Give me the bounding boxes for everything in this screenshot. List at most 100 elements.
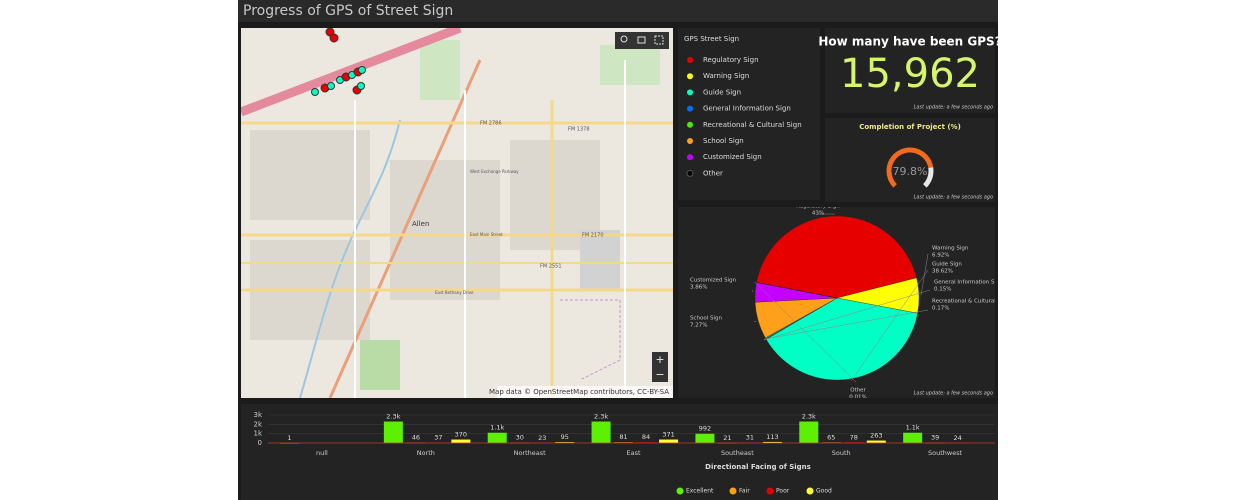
y-tick-label: 0 (258, 439, 262, 447)
bar-value-label: 65 (827, 433, 835, 441)
search-button[interactable] (620, 35, 628, 43)
residential (390, 160, 500, 300)
legend-label: Guide Sign (703, 88, 741, 96)
pie-label: Recreational & Cultural Sign (932, 299, 1010, 305)
residential (580, 230, 620, 290)
zoom-in[interactable]: + (655, 353, 664, 366)
legend-label: Customized Sign (703, 153, 762, 161)
pie-footnote: Last update: a few seconds ago (914, 391, 993, 397)
legend-label: Poor (776, 488, 790, 495)
indicator-value: 15,962 (840, 51, 980, 97)
x-tick-label: Southeast (721, 449, 754, 457)
gps-point (358, 66, 366, 74)
legend-label: Regulatory Sign (703, 56, 759, 64)
x-tick-label: Southwest (928, 449, 963, 457)
bar-value-label: 2.3k (802, 413, 816, 421)
bar (591, 421, 611, 443)
map[interactable]: Allen FM 2786 FM 1378 FM 2170 FM 2551 Ea… (241, 28, 673, 398)
map-label: East Bethany Drive (435, 290, 474, 295)
legend-swatch (729, 487, 737, 495)
bar-value-label: 31 (746, 434, 754, 442)
indicator-panel (825, 28, 995, 113)
gps-point (327, 82, 335, 90)
bar-value-label: 263 (870, 432, 882, 440)
pie-value-label: 0.01% (849, 395, 866, 401)
highway (241, 28, 462, 117)
bar-value-label: 37 (434, 434, 442, 442)
leader-line (763, 309, 929, 340)
bar (799, 421, 819, 443)
legend-swatch (676, 487, 684, 495)
pie-value-label: 6.92% (932, 253, 949, 259)
bar-value-label: 46 (412, 434, 420, 442)
bar-value-label: 84 (642, 433, 650, 441)
map-label: FM 2170 (582, 233, 604, 239)
gauge-footnote: Last update: a few seconds ago (914, 195, 993, 201)
legend-panel (678, 28, 820, 200)
bar-value-label: 95 (561, 433, 569, 441)
pie-slice (756, 282, 838, 299)
legend-label: Recreational & Cultural Sign (703, 121, 802, 129)
residential (250, 130, 370, 220)
legend-swatch (687, 121, 693, 128)
x-tick-label: null (316, 449, 328, 457)
bar-value-label: 81 (619, 433, 627, 441)
leader-line (753, 320, 757, 323)
pie-label: School Sign (690, 316, 723, 322)
legend-label: Good (816, 488, 832, 495)
legend-label: School Sign (703, 137, 744, 145)
bar-value-label: 2.3k (386, 413, 400, 421)
attribution-bg (497, 386, 673, 398)
pie-value-label: 0.17% (932, 306, 949, 312)
map-label: FM 2551 (540, 264, 562, 270)
gps-point (329, 33, 339, 43)
pie-value-label: 0.15% (934, 287, 951, 293)
indicator-footnote: Last update: a few seconds ago (914, 105, 993, 111)
legend-label: General Information Sign (703, 105, 791, 113)
bar-value-label: 2.3k (594, 413, 608, 421)
bar-value-label: 30 (516, 434, 524, 442)
map-label: Allen (412, 220, 429, 228)
legend-swatch (766, 487, 774, 495)
zoom-out[interactable]: − (655, 368, 664, 381)
home-button[interactable] (637, 36, 646, 44)
park (600, 45, 660, 85)
map-label: FM 1378 (568, 127, 590, 133)
bar-value-label: 1 (287, 434, 291, 442)
leader-line (851, 269, 929, 381)
bar-value-label: 370 (455, 431, 467, 439)
bar-value-label: 78 (850, 433, 858, 441)
bar-value-label: 1.1k (906, 424, 920, 432)
legend-swatch (687, 73, 693, 80)
pie-label: General Information Sign (934, 280, 1004, 286)
map-attribution: Map data © OpenStreetMap contributors, C… (489, 388, 669, 396)
leader-line (751, 289, 754, 293)
basemap-button[interactable] (654, 35, 664, 45)
park (420, 40, 460, 100)
pie-slice (756, 215, 917, 299)
gauge-title: Completion of Project (%) (859, 123, 961, 131)
bar (451, 439, 471, 443)
legend-swatch (687, 89, 693, 96)
pie-value-label: 3.86% (690, 285, 707, 291)
legend-label: Warning Sign (703, 72, 749, 80)
bar (762, 441, 782, 443)
gauge-arc (886, 147, 934, 188)
y-tick-label: 2k (253, 420, 262, 428)
pie-value-label: 43% (812, 211, 824, 217)
pie-label: Guide Sign (932, 262, 962, 268)
boundary (560, 299, 621, 381)
legend-swatch (687, 138, 693, 144)
x-tick-label: North (417, 449, 435, 457)
legend-label: Excellent (686, 488, 714, 495)
bar-value-label: 39 (931, 434, 939, 442)
x-tick-label: Northeast (514, 449, 547, 457)
bar-value-label: 24 (954, 434, 962, 442)
header-bar (238, 0, 998, 22)
creek (299, 119, 401, 398)
bar (383, 421, 403, 443)
bar-value-label: 23 (538, 434, 546, 442)
header-title: Progress of GPS of Street Sign (243, 3, 453, 19)
pie-label: Other (850, 388, 866, 394)
